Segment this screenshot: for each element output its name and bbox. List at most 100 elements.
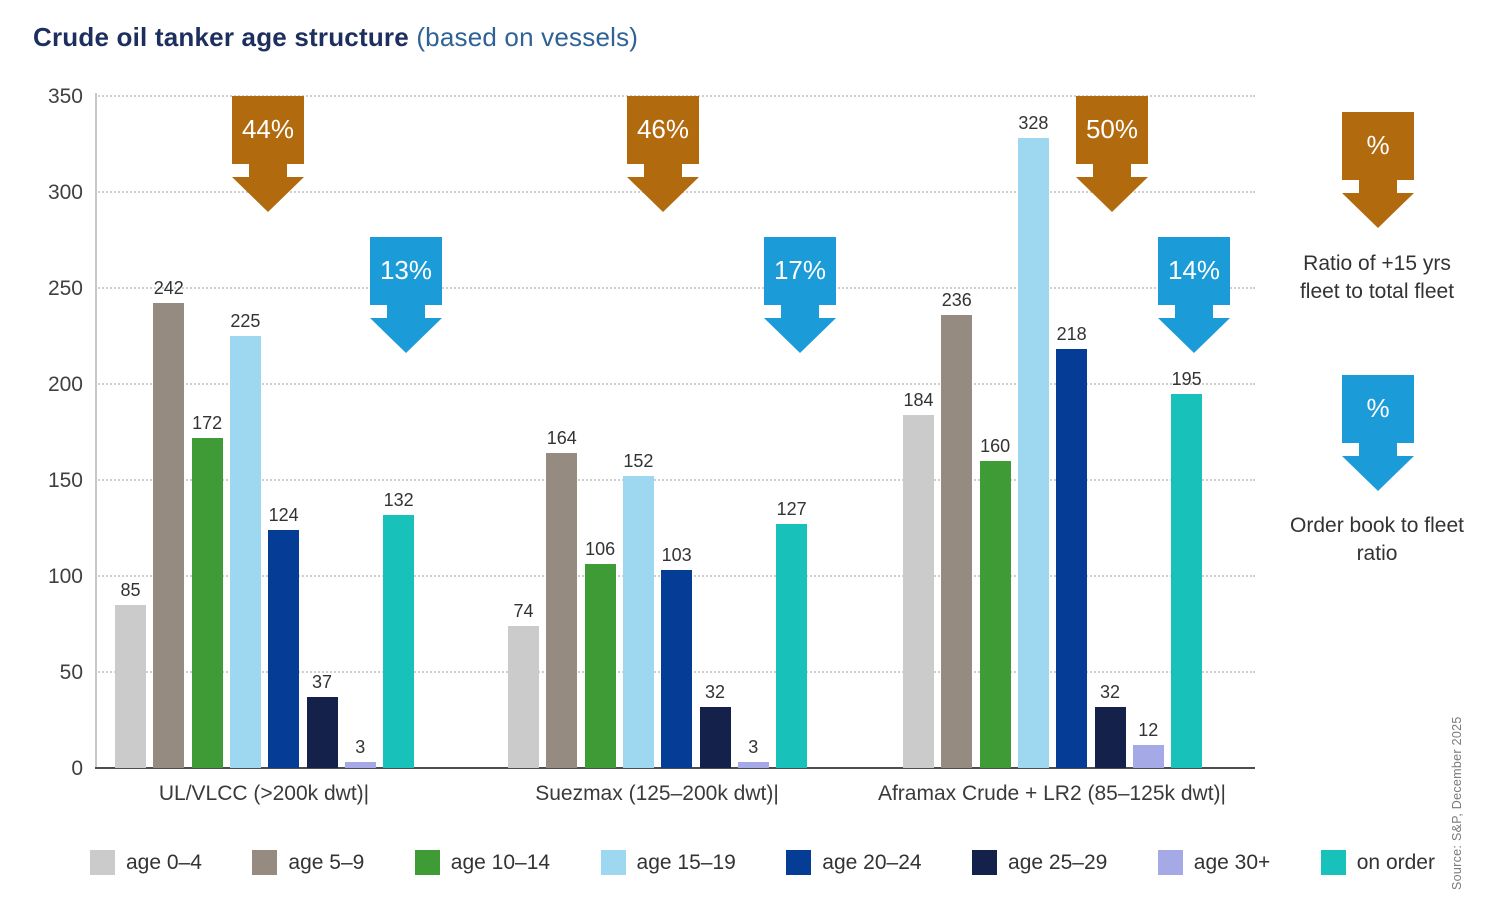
gridline bbox=[95, 479, 1255, 481]
bar bbox=[699, 706, 731, 768]
y-tick-label: 150 bbox=[47, 469, 83, 492]
bar-value-label: 152 bbox=[623, 451, 654, 472]
bar-value-label: 3 bbox=[355, 737, 366, 758]
legend-swatch bbox=[1157, 850, 1183, 875]
bar-value-label: 127 bbox=[776, 499, 807, 520]
y-tick-label: 50 bbox=[59, 661, 83, 684]
y-tick-label: 0 bbox=[71, 757, 83, 780]
legend-swatch bbox=[90, 850, 115, 875]
category-label: Suezmax (125–200k dwt)| bbox=[535, 782, 779, 805]
bar bbox=[737, 762, 769, 768]
bar-value-label: 3 bbox=[748, 737, 759, 758]
bar bbox=[153, 303, 185, 768]
bar-value-label: 328 bbox=[1018, 113, 1049, 134]
bar bbox=[115, 604, 146, 768]
arrow-label: 50% bbox=[1085, 114, 1139, 144]
order-book-arrow: 13% bbox=[370, 237, 442, 353]
fleet-ratio-legend-text: Ratio of +15 yrs fleet to total fleet bbox=[1299, 252, 1455, 303]
gridline bbox=[95, 383, 1255, 385]
arrow-label: % bbox=[1366, 130, 1390, 160]
bar-value-label: 32 bbox=[704, 681, 726, 702]
bar-value-label: 132 bbox=[383, 489, 414, 510]
bar bbox=[584, 564, 616, 768]
down-arrow-icon bbox=[1342, 112, 1414, 228]
legend-swatch bbox=[600, 850, 626, 875]
y-tick-label: 250 bbox=[47, 277, 83, 300]
source-note: Source: S&P, December 2025 bbox=[1450, 716, 1464, 890]
arrow-label: 13% bbox=[379, 255, 433, 285]
bar bbox=[546, 453, 578, 768]
down-arrow-icon bbox=[1158, 237, 1230, 353]
bar-value-label: 32 bbox=[1099, 681, 1121, 702]
y-tick-label: 200 bbox=[47, 373, 83, 396]
bar-value-label: 37 bbox=[311, 671, 333, 692]
legend-item: age 15–19 bbox=[600, 850, 736, 875]
legend-item: age 0–4 bbox=[90, 850, 202, 875]
legend-swatch bbox=[786, 850, 812, 875]
legend-label: age 25–29 bbox=[1008, 850, 1108, 874]
y-axis-line bbox=[95, 93, 97, 768]
order-book-legend-text: Order book to fleet ratio bbox=[1290, 514, 1464, 565]
bar bbox=[508, 625, 539, 768]
bar bbox=[903, 414, 934, 768]
fleet-ratio-arrow: 44% bbox=[232, 96, 304, 212]
bar bbox=[1132, 744, 1164, 768]
arrow-label: 17% bbox=[773, 255, 827, 285]
bar bbox=[344, 762, 376, 768]
chart-title: Crude oil tanker age structure bbox=[33, 22, 409, 52]
bar-value-label: 85 bbox=[120, 579, 141, 600]
bar-value-label: 242 bbox=[153, 278, 184, 299]
bar bbox=[1171, 393, 1203, 768]
bar-value-label: 218 bbox=[1056, 324, 1087, 345]
bar-value-label: 74 bbox=[513, 600, 534, 621]
legend-item: age 5–9 bbox=[252, 850, 364, 875]
x-axis-line bbox=[95, 767, 1255, 769]
bar bbox=[941, 314, 973, 768]
legend-label: age 15–19 bbox=[636, 850, 736, 874]
legend-label: age 10–14 bbox=[450, 850, 551, 874]
order-book-legend-arrow: % bbox=[1342, 375, 1414, 491]
bar-value-label: 195 bbox=[1171, 368, 1202, 389]
chart-subtitle: (based on vessels) bbox=[408, 22, 639, 52]
bar bbox=[1056, 349, 1088, 768]
legend-label: age 0–4 bbox=[126, 850, 202, 874]
legend-swatch bbox=[972, 850, 998, 875]
bar-value-label: 160 bbox=[980, 435, 1011, 456]
down-arrow-icon bbox=[627, 96, 699, 212]
fleet-ratio-legend-arrow: % bbox=[1342, 112, 1414, 228]
bar bbox=[1094, 706, 1126, 768]
legend-swatch bbox=[414, 850, 440, 875]
bar-value-label: 172 bbox=[192, 412, 223, 433]
legend-swatch bbox=[1320, 850, 1346, 875]
legend-item: on order bbox=[1320, 850, 1435, 875]
category-label: Aframax Crude + LR2 (85–125k dwt)| bbox=[877, 782, 1227, 805]
bar-value-label: 12 bbox=[1138, 719, 1159, 740]
legend-label: age 20–24 bbox=[822, 850, 922, 874]
bar-value-label: 103 bbox=[661, 545, 692, 566]
bar bbox=[191, 437, 223, 768]
down-arrow-icon bbox=[1342, 375, 1414, 491]
legend-item: age 25–29 bbox=[972, 850, 1107, 875]
bar-value-label: 124 bbox=[268, 504, 299, 525]
bar bbox=[622, 476, 654, 768]
bar-value-label: 106 bbox=[585, 539, 616, 560]
legend-label: age 5–9 bbox=[288, 850, 365, 874]
legend-label: age 30+ bbox=[1193, 850, 1271, 874]
category-label: UL/VLCC (>200k dwt)| bbox=[158, 782, 370, 805]
order-book-arrow: 14% bbox=[1158, 237, 1230, 353]
bar bbox=[979, 460, 1011, 768]
down-arrow-icon bbox=[370, 237, 442, 353]
bar bbox=[776, 524, 808, 768]
bar-value-label: 225 bbox=[230, 311, 261, 331]
bar bbox=[383, 514, 415, 768]
y-tick-label: 300 bbox=[47, 181, 83, 204]
legend-swatch bbox=[252, 850, 278, 875]
bar bbox=[1017, 138, 1049, 768]
fleet-ratio-arrow: 46% bbox=[627, 96, 699, 212]
arrow-label: 44% bbox=[241, 114, 295, 144]
order-book-arrow: 17% bbox=[764, 237, 836, 353]
bar-value-label: 164 bbox=[546, 428, 577, 449]
bar bbox=[268, 529, 300, 768]
bar-value-label: 236 bbox=[941, 289, 972, 310]
